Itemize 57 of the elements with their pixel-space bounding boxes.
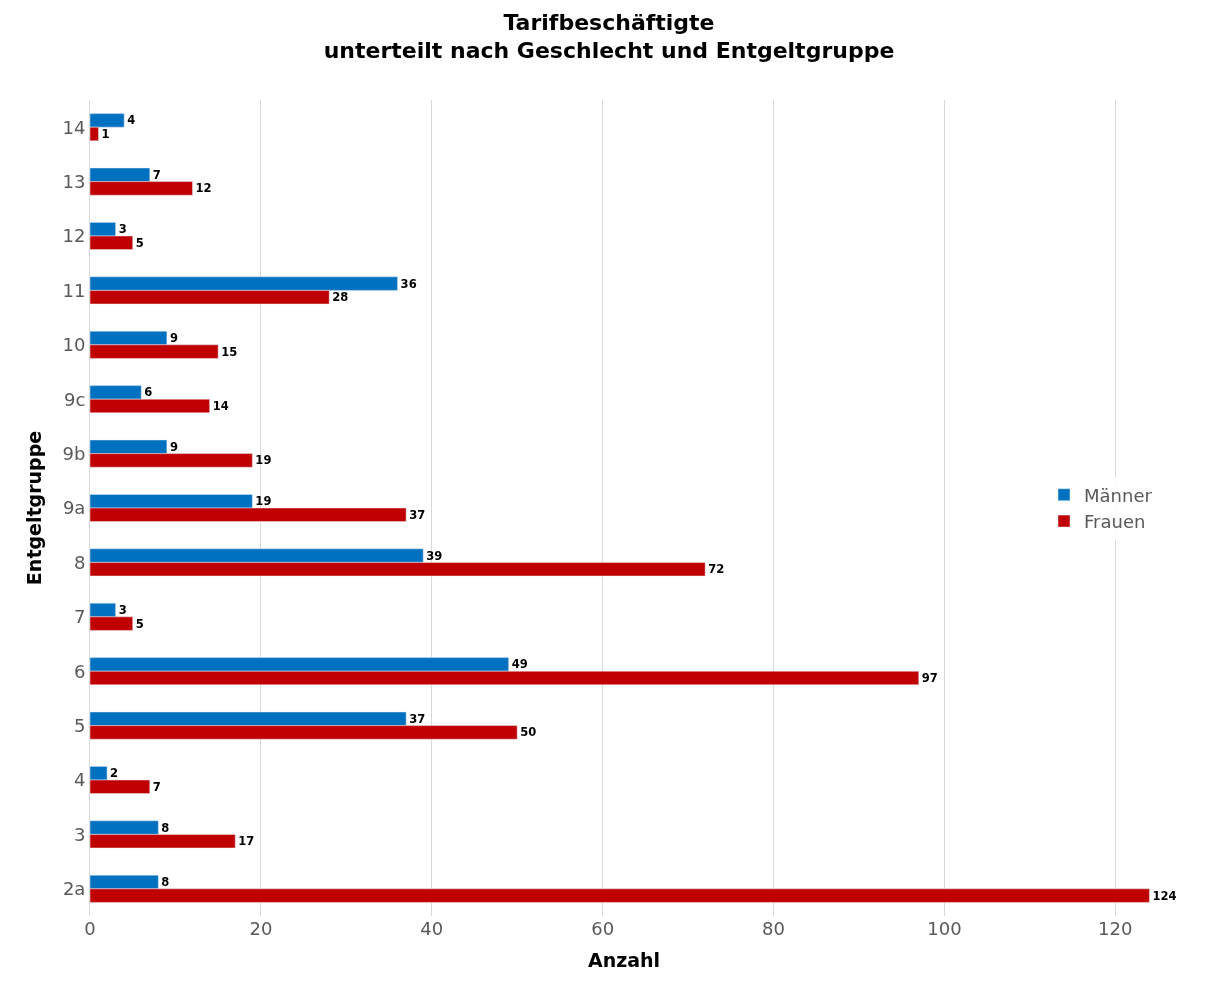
data-label: 49 — [511, 657, 528, 672]
y-axis-title: Entgeltgruppe — [23, 430, 46, 586]
x-tick-label: 120 — [1098, 918, 1133, 939]
x-tick-label: 60 — [591, 918, 615, 939]
chart-title: Tarifbeschäftigte unterteilt nach Geschlecht und Entgeltgruppe — [323, 9, 895, 64]
data-label: 6 — [144, 385, 153, 400]
data-label: 124 — [1152, 888, 1177, 903]
y-tick-label: 14 — [62, 116, 86, 138]
data-label: 1 — [101, 127, 110, 142]
data-label: 9 — [169, 439, 178, 454]
data-label: 2 — [110, 766, 119, 781]
data-label: 39 — [426, 548, 443, 563]
data-label: 36 — [400, 276, 417, 291]
data-label: 28 — [332, 290, 349, 305]
data-label: 3 — [118, 222, 127, 237]
y-tick-label: 9b — [62, 442, 86, 464]
y-tick-label: 7 — [73, 606, 86, 628]
legend-label: Männer — [1084, 484, 1153, 506]
y-tick-label: 4 — [73, 769, 86, 791]
data-label: 7 — [152, 779, 161, 794]
data-label: 37 — [409, 507, 426, 522]
y-tick-label: 9a — [62, 497, 86, 519]
data-label: 14 — [212, 399, 229, 414]
data-label: 9 — [169, 331, 178, 346]
y-tick-label: 8 — [73, 551, 86, 573]
y-tick-label: 10 — [62, 334, 86, 356]
y-tick-label: 9c — [64, 388, 86, 410]
y-tick-label: 12 — [62, 225, 86, 247]
data-label: 72 — [708, 562, 725, 577]
data-label: 97 — [921, 671, 938, 686]
data-label: 17 — [238, 834, 255, 849]
data-label: 19 — [255, 494, 272, 509]
data-label: 3 — [118, 603, 127, 618]
data-label: 8 — [161, 875, 170, 890]
data-label: 5 — [135, 235, 144, 250]
data-label: 19 — [255, 453, 272, 468]
data-label: 12 — [195, 181, 212, 196]
x-axis-title: Anzahl — [587, 948, 661, 971]
x-tick-label: 0 — [84, 918, 96, 939]
y-tick-label: 5 — [73, 714, 86, 736]
y-tick-label: 13 — [62, 170, 86, 192]
data-label: 15 — [221, 344, 238, 359]
x-tick-label: 40 — [420, 918, 444, 939]
x-tick-label: 20 — [249, 918, 273, 939]
data-label: 37 — [409, 711, 426, 726]
x-tick-label: 80 — [762, 918, 785, 939]
y-tick-label: 11 — [62, 279, 86, 301]
data-label: 50 — [520, 725, 537, 740]
data-label: 4 — [127, 113, 136, 128]
y-tick-label: 3 — [73, 823, 86, 845]
x-tick-label: 100 — [927, 918, 962, 939]
y-tick-label: 6 — [73, 660, 86, 682]
legend-label: Frauen — [1084, 511, 1146, 533]
y-tick-label: 2a — [62, 878, 86, 900]
data-label: 5 — [135, 616, 144, 631]
data-label: 8 — [161, 820, 170, 835]
data-label: 7 — [152, 167, 161, 182]
